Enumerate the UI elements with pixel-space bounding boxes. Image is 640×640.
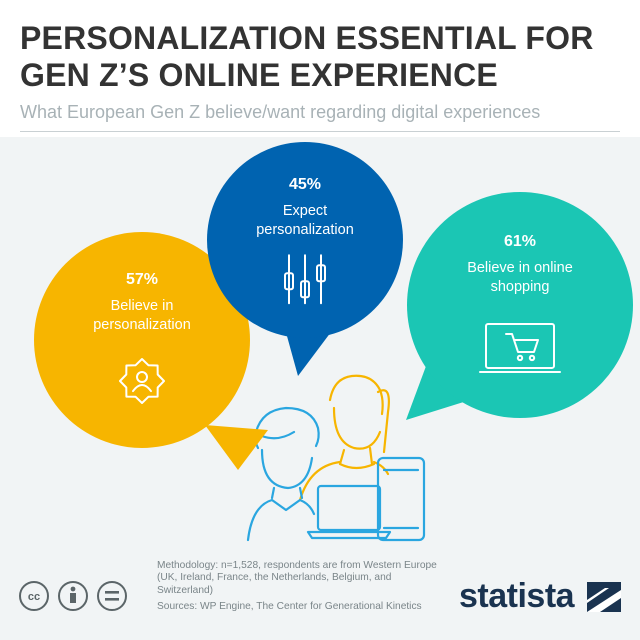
attribution-icon	[58, 581, 88, 611]
value-label: 61%	[504, 233, 536, 250]
phone-illustration	[376, 456, 426, 542]
divider	[20, 131, 620, 132]
license-icons: cc	[19, 581, 127, 611]
title-line-2: GEN Z’S ONLINE EXPERIENCE	[20, 57, 498, 93]
title-line-1: PERSONALIZATION ESSENTIAL FOR	[20, 20, 594, 56]
bubble-tail	[205, 425, 268, 470]
category-label: shopping	[491, 279, 550, 295]
man-figure	[246, 406, 320, 542]
woman-figure	[298, 374, 390, 502]
category-label: Expect	[283, 203, 327, 219]
bubble-1: 57% Believe in personalization	[34, 232, 268, 470]
bubble-3: 61% Believe in online shopping	[406, 192, 633, 420]
category-label: Believe in online	[467, 260, 573, 276]
sources-note: Sources: WP Engine, The Center for Gener…	[157, 601, 422, 612]
laptop-cart-icon	[479, 322, 561, 373]
bubble-tail	[406, 350, 470, 420]
category-label: personalization	[93, 317, 191, 333]
statista-logo: statista	[459, 577, 575, 615]
laptop-illustration	[306, 484, 392, 540]
bubble-2: 45% Expect personalization	[207, 142, 403, 376]
category-label: personalization	[256, 222, 354, 238]
svg-text:cc: cc	[28, 591, 40, 603]
methodology-note: Methodology: n=1,528, respondents are fr…	[157, 560, 437, 596]
people-devices-illustration	[246, 374, 426, 542]
statista-logo-mark	[587, 582, 621, 612]
category-label: Believe in	[111, 298, 174, 314]
value-label: 45%	[289, 176, 321, 193]
slider-controls-icon	[284, 254, 326, 305]
bubble-circle	[407, 192, 633, 418]
value-label: 57%	[126, 271, 158, 288]
subtitle: What European Gen Z believe/want regardi…	[20, 102, 541, 122]
gear-person-icon	[119, 358, 165, 404]
bubble-circle	[34, 232, 250, 448]
bubble-circle	[207, 142, 403, 338]
no-derivatives-icon	[97, 581, 127, 611]
cc-icon: cc	[19, 581, 49, 611]
page-title: PERSONALIZATION ESSENTIAL FOR GEN Z’S ON…	[20, 20, 620, 94]
